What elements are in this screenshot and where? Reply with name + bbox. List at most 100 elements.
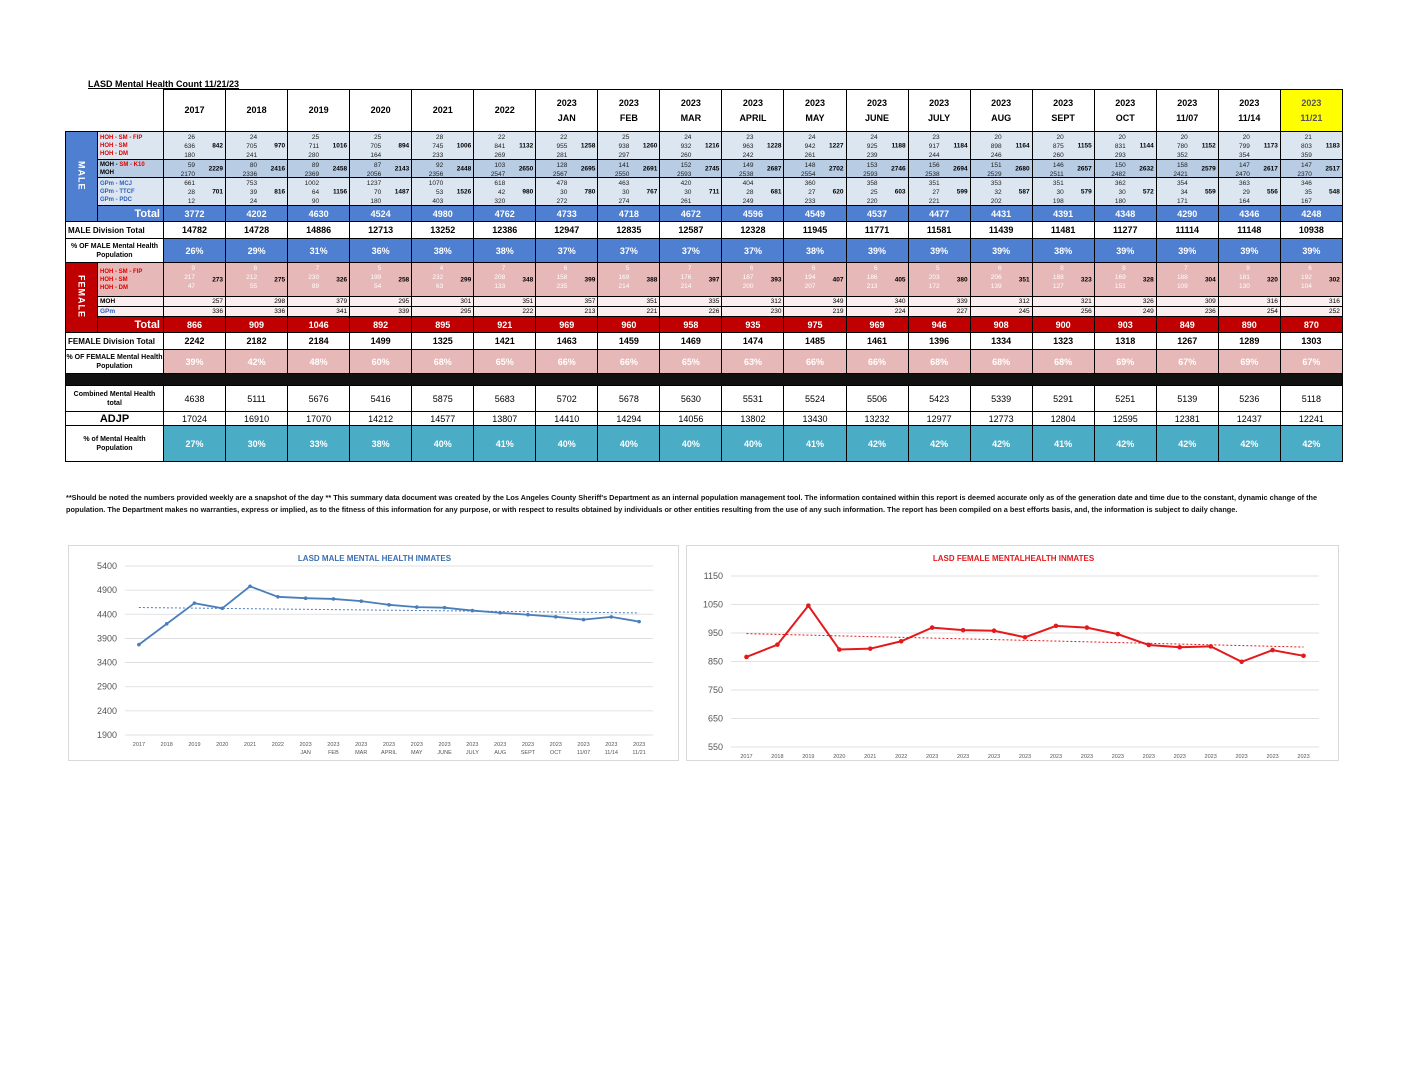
male-sub-label: HOH - SM - FIP	[100, 134, 143, 141]
series-line	[138, 585, 640, 646]
female-sub-label: HOH - DM	[100, 284, 128, 291]
male-cell-value: 963	[742, 143, 754, 150]
male-cell-value: 30	[684, 189, 692, 196]
female-moh-cell: 351	[597, 296, 661, 307]
female-cell-value: 232	[432, 274, 444, 281]
female-division-cell: 1463	[535, 332, 599, 350]
mental-health-table: 2017 2018 2019 2020 2021 2022 2023 JAN 2023 FEB 20…	[65, 89, 1343, 462]
x-tick-label: 2023	[1019, 754, 1031, 760]
combined-cell: 5678	[597, 385, 661, 412]
pct-all-label: % of Mental Health Population	[65, 425, 164, 462]
male-cell-value: 2482	[1111, 171, 1126, 178]
column-header: 2018	[225, 89, 289, 132]
female-gpm-cell: 230	[721, 306, 785, 317]
x-tick-label: 2023	[522, 742, 534, 748]
male-pct-cell: 39%	[1093, 238, 1157, 263]
male-cell-values: 158 2421	[1173, 161, 1188, 177]
column-year: 2017	[184, 105, 205, 115]
male-cell-value: 158	[1176, 162, 1188, 169]
female-cell-values: 6 194 207	[805, 264, 816, 291]
x-tick-label: MAR	[355, 750, 367, 756]
male-cell-sum: 2680	[1015, 165, 1030, 172]
disclaimer-text: **Should be noted the numbers provided w…	[66, 493, 1318, 514]
male-sub-label: HOH - DM	[100, 150, 128, 157]
male-data-cell: 360 27 233 620	[783, 177, 847, 206]
female-cell-value: 63	[436, 283, 444, 290]
column-sub: APRIL	[739, 112, 767, 123]
female-cell-value: 188	[1176, 274, 1188, 281]
data-point	[387, 603, 391, 607]
female-data-cell: 5 199 54 258	[349, 262, 413, 297]
combined-cell: 5139	[1155, 385, 1219, 412]
male-division-cell: 12386	[473, 221, 537, 239]
male-cell-value: 233	[804, 198, 816, 205]
male-cell-sum: 1173	[1263, 142, 1278, 149]
male-cell-value: 293	[1114, 152, 1126, 159]
female-moh-cell: 340	[845, 296, 909, 307]
column-header: 2023 AUG	[969, 89, 1033, 132]
data-point	[898, 638, 904, 644]
male-cell-sum: 842	[212, 142, 224, 149]
male-cell-value: 2370	[1297, 171, 1312, 178]
x-tick-label: 2023	[466, 742, 478, 748]
male-data-cell: 89 2369 2458	[287, 159, 351, 178]
adjp-cell: 12381	[1155, 411, 1219, 426]
male-cell-value: 281	[556, 152, 568, 159]
female-division-cell: 2184	[287, 332, 351, 350]
adjp-cell: 13232	[845, 411, 909, 426]
male-cell-value: 24	[249, 134, 258, 141]
male-data-cell: 24 932 260 1216	[659, 131, 723, 160]
male-cell-value: 146	[1052, 162, 1064, 169]
female-gpm-cell: 221	[597, 306, 661, 317]
male-cell-value: 128	[556, 162, 568, 169]
data-point	[1177, 644, 1183, 650]
female-division-cell: 1334	[969, 332, 1033, 350]
male-cell-value: 25	[622, 134, 630, 141]
column-header: 2023 JUNE	[845, 89, 909, 132]
male-cell-value: 358	[866, 180, 878, 187]
female-moh-cell: 257	[162, 296, 227, 307]
combined-row: Combined Mental Health total 4638 5111 5676…	[65, 385, 1343, 412]
data-point	[164, 622, 169, 626]
male-cell-value: 354	[1238, 152, 1250, 159]
male-cell-values: 1237 70 180	[367, 179, 381, 205]
data-point	[498, 610, 502, 615]
column-year: 2023	[867, 97, 888, 108]
male-division-cell: 11481	[1031, 221, 1095, 239]
female-total-cell: 908	[969, 316, 1033, 333]
male-cell-sum: 2650	[518, 165, 534, 172]
x-tick-label: 2020	[216, 742, 228, 748]
female-total-cell: 921	[473, 316, 537, 333]
male-cell-value: 167	[1301, 198, 1312, 205]
pct-all-cell: 40%	[721, 425, 785, 462]
adjp-cell: 12773	[969, 411, 1033, 426]
male-cell-sum: 2579	[1201, 165, 1216, 172]
male-cell-value: 261	[804, 152, 816, 159]
male-cell-sum: 587	[1018, 188, 1030, 195]
male-cell-value: 20	[1242, 134, 1250, 141]
female-cell-sum: 397	[708, 276, 720, 283]
female-total-cell: 892	[349, 316, 413, 333]
male-cell-values: 147 2370	[1297, 161, 1312, 178]
male-cell-value: 420	[680, 180, 692, 187]
male-division-row: MALE Division Total 14782 14728 14886 12713 1…	[65, 221, 1343, 239]
adjp-cell: 14577	[411, 411, 475, 426]
male-cell-value: 618	[494, 180, 506, 187]
male-cell-value: 260	[1052, 152, 1064, 159]
x-tick-label: 2021	[864, 754, 876, 760]
female-cell-value: 6	[811, 265, 816, 272]
female-data-cell: 6 206 139 351	[969, 262, 1033, 297]
male-total-cell: 4248	[1279, 205, 1343, 222]
male-cell-value: 705	[370, 143, 382, 150]
male-cell-value: 34	[1180, 189, 1188, 196]
column-year: 2023	[1177, 97, 1198, 108]
female-division-cell: 1318	[1093, 332, 1157, 350]
male-pct-cell: 39%	[1279, 238, 1343, 263]
female-cell-values: 6 187 200	[743, 264, 754, 291]
male-cell-value: 149	[742, 162, 754, 169]
female-cell-sum: 275	[274, 276, 286, 283]
female-cell-values: 9 217 47	[184, 264, 195, 291]
female-data-cell: 8 212 55 275	[225, 262, 289, 297]
female-cell-values: 7 230 89	[308, 264, 319, 291]
female-gpm-cell: 249	[1093, 306, 1157, 317]
